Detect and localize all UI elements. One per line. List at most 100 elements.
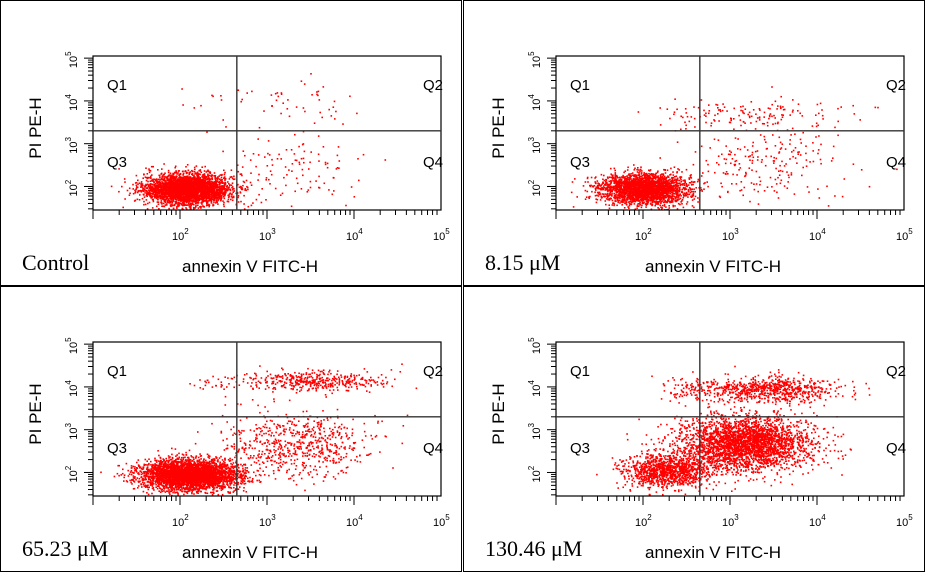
event-dot — [177, 194, 179, 196]
event-dot — [655, 200, 657, 202]
event-dot — [160, 202, 163, 204]
event-dot — [182, 183, 185, 185]
event-dot — [200, 191, 202, 194]
event-dot — [206, 181, 208, 184]
event-dot — [338, 167, 340, 169]
event-dot — [166, 192, 168, 195]
event-dot — [197, 191, 199, 194]
event-dot — [143, 187, 145, 190]
event-dot — [315, 180, 317, 182]
event-dot — [211, 198, 214, 201]
event-dot — [193, 208, 195, 210]
event-dot — [217, 199, 219, 202]
event-dot — [291, 163, 294, 165]
event-dot — [201, 203, 203, 205]
event-dot — [183, 192, 185, 195]
event-dot — [146, 173, 149, 175]
event-dot — [174, 165, 177, 168]
event-dot — [676, 181, 678, 184]
event-dot — [640, 193, 643, 196]
event-dot — [187, 187, 190, 190]
event-dot — [161, 168, 163, 170]
event-dot — [693, 188, 695, 190]
event-dot — [233, 175, 235, 178]
event-dot — [597, 182, 599, 184]
event-dot — [194, 177, 197, 180]
event-dot — [206, 191, 209, 193]
event-dot — [227, 198, 230, 201]
event-dot — [624, 202, 626, 205]
event-dot — [174, 166, 176, 169]
event-dot — [326, 166, 329, 169]
event-dot — [192, 176, 195, 178]
event-dot — [197, 204, 199, 207]
event-dot — [177, 190, 179, 192]
event-dot — [198, 176, 200, 178]
event-dot — [191, 188, 194, 190]
event-dot — [285, 149, 288, 151]
event-dot — [200, 181, 202, 183]
event-dot — [609, 197, 612, 199]
event-dot — [192, 182, 195, 185]
event-dot — [198, 195, 201, 197]
event-dot — [157, 180, 159, 183]
event-dot — [667, 180, 669, 182]
event-dot — [210, 200, 213, 202]
event-dot — [226, 185, 228, 187]
event-dot — [675, 212, 677, 214]
event-dot — [665, 176, 668, 179]
event-dot — [223, 197, 226, 200]
event-dot — [176, 188, 178, 190]
event-dot — [271, 158, 273, 161]
event-dot — [595, 189, 597, 191]
event-dot — [190, 195, 193, 198]
event-dot — [194, 180, 197, 183]
event-dot — [177, 191, 179, 193]
event-dot — [201, 188, 203, 190]
event-dot — [617, 194, 619, 196]
event-dot — [176, 182, 178, 184]
event-dot — [192, 189, 195, 191]
event-dot — [618, 184, 621, 187]
event-dot — [195, 192, 198, 194]
event-dot — [220, 179, 222, 181]
event-dot — [199, 182, 202, 184]
event-dot — [685, 191, 688, 194]
event-dot — [193, 178, 196, 181]
event-dot — [310, 73, 312, 75]
event-dot — [680, 180, 682, 183]
event-dot — [189, 176, 192, 179]
event-dot — [216, 201, 218, 204]
event-dot — [680, 179, 682, 181]
event-dot — [203, 180, 206, 182]
event-dot — [167, 179, 170, 182]
event-dot — [186, 176, 189, 179]
event-dot — [172, 174, 175, 176]
event-dot — [159, 196, 161, 198]
event-dot — [169, 178, 172, 181]
event-dot — [142, 177, 144, 179]
event-dot — [188, 181, 190, 183]
event-dot — [584, 181, 587, 183]
event-dot — [159, 197, 162, 200]
event-dot — [167, 171, 170, 174]
event-dot — [140, 186, 142, 188]
event-dot — [140, 182, 142, 185]
event-dot — [673, 182, 675, 184]
event-dot — [295, 106, 298, 108]
event-dot — [159, 176, 161, 179]
event-dot — [224, 171, 226, 174]
event-dot — [185, 171, 188, 174]
event-dot — [280, 112, 282, 115]
event-dot — [603, 174, 605, 177]
event-dot — [688, 186, 691, 189]
event-dot — [687, 190, 690, 192]
event-dot — [146, 187, 149, 190]
event-dot — [179, 198, 182, 201]
event-dot — [610, 167, 612, 170]
event-dot — [177, 180, 180, 183]
event-dot — [669, 178, 671, 181]
event-dot — [252, 153, 255, 155]
event-dot — [118, 190, 120, 193]
event-dot — [217, 203, 219, 205]
